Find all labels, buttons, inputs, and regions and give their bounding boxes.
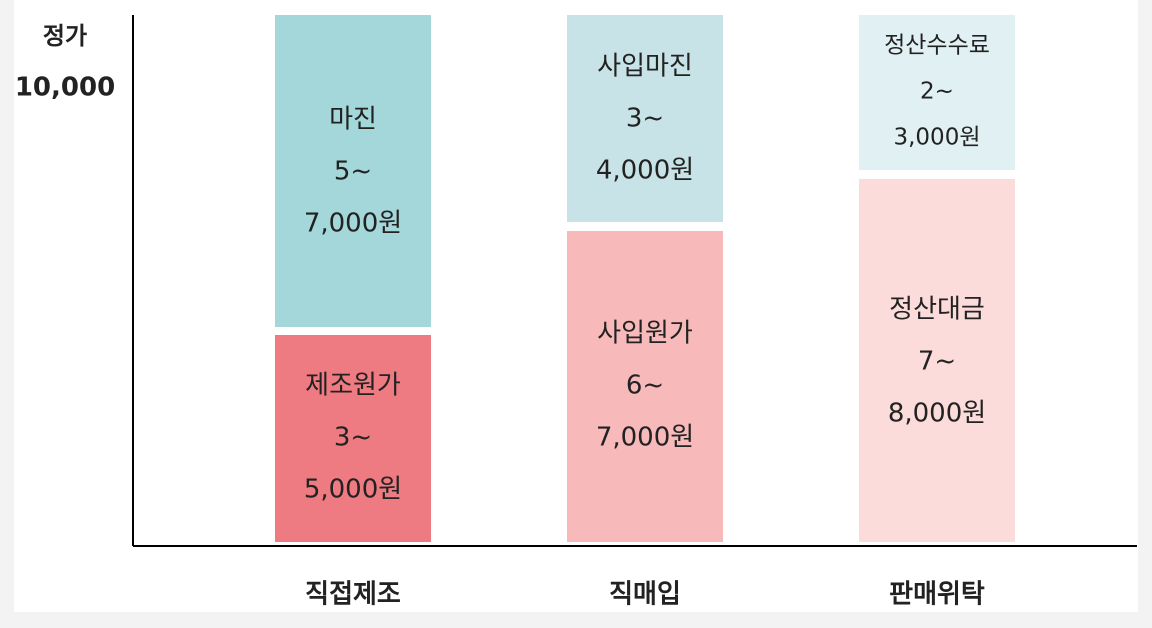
segment-label: 6~ (626, 371, 664, 401)
y-axis-title: 정가 (43, 22, 87, 50)
segment-box (567, 231, 723, 542)
segment-label: 마진 (329, 105, 377, 135)
segment-label: 8,000원 (888, 399, 986, 429)
segment-label: 제조원가 (305, 371, 401, 401)
y-axis-top-label: 10,000 (15, 73, 115, 103)
column-label: 판매위탁 (889, 580, 985, 610)
segment-label: 3,000원 (893, 125, 980, 151)
segment-box (567, 15, 723, 222)
segment-label: 3~ (626, 104, 664, 134)
segment-label: 정산수수료 (884, 33, 990, 59)
segment-box (275, 335, 431, 542)
segment-label: 7,000원 (596, 423, 694, 453)
column-label: 직접제조 (305, 580, 401, 610)
segment-label: 3~ (334, 423, 372, 453)
segment-label: 사입마진 (597, 52, 693, 82)
segment-box (275, 15, 431, 327)
segment-label: 사입원가 (597, 319, 693, 349)
segment-label: 5~ (334, 157, 372, 187)
segment-box (859, 15, 1015, 170)
segment-label: 7,000원 (304, 209, 402, 239)
segment-label: 정산대금 (889, 295, 985, 325)
segment-label: 7~ (918, 347, 956, 377)
segment-label: 2~ (920, 79, 954, 105)
segment-label: 5,000원 (304, 475, 402, 505)
column-label: 직매입 (609, 580, 681, 610)
segment-box (859, 179, 1015, 542)
segment-label: 4,000원 (596, 156, 694, 186)
